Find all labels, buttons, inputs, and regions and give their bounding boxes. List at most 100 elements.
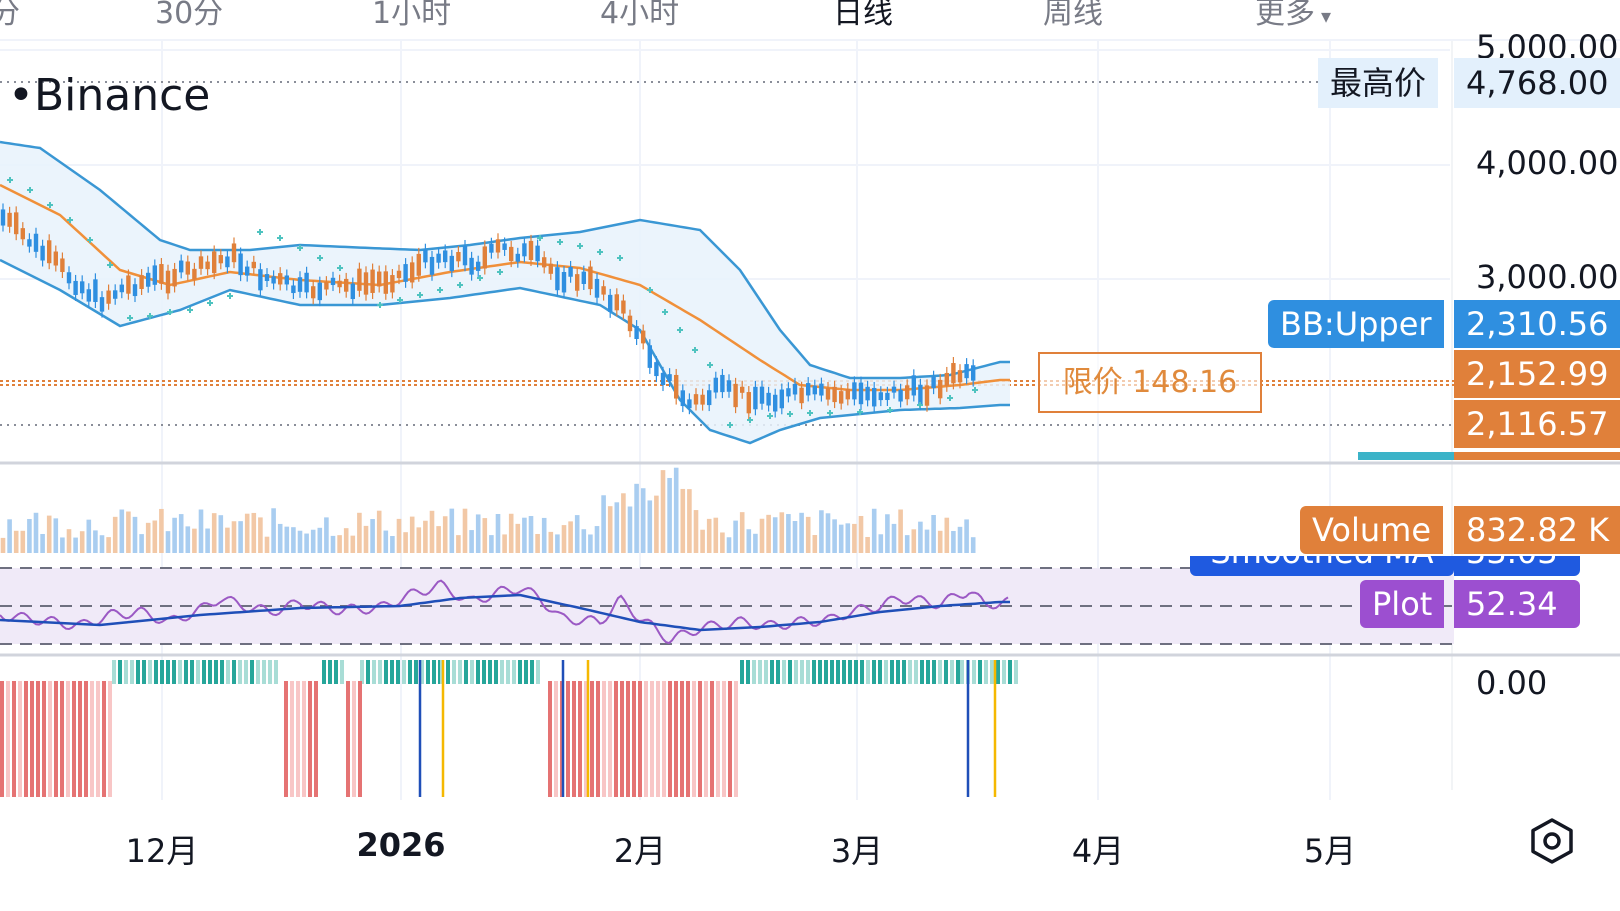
histogram-green-bar <box>334 660 338 684</box>
volume-bar <box>244 513 250 553</box>
price-tick-3000: 3,000.00 <box>1476 258 1619 296</box>
volume-bar <box>640 488 646 553</box>
candle-body <box>205 261 210 270</box>
volume-bar <box>931 514 936 553</box>
histogram-red-bar <box>6 681 10 797</box>
candle-body <box>456 252 461 262</box>
histogram-red-bar <box>614 681 618 797</box>
histogram-green-bar <box>512 660 516 684</box>
volume-bar <box>132 516 138 553</box>
histogram-green-bar <box>1002 660 1006 684</box>
candle-body <box>608 294 613 312</box>
candle-body <box>80 281 85 294</box>
candle-body <box>185 261 190 275</box>
volume-bar <box>515 523 521 553</box>
histogram-green-bar <box>408 660 412 684</box>
volume-bar <box>152 520 158 553</box>
candle-body <box>865 386 870 401</box>
histogram-green-bar <box>938 660 942 684</box>
volume-bar <box>885 514 890 553</box>
high-price-label: 最高价 <box>1318 58 1439 108</box>
histogram-red-bar <box>602 681 606 797</box>
volume-bar <box>330 535 336 553</box>
tf-more[interactable]: 更多 ▾ <box>1255 0 1331 32</box>
volume-bar <box>258 517 263 553</box>
volume-bar <box>713 517 719 553</box>
candle-body <box>885 392 890 401</box>
tf-4h[interactable]: 4小时 <box>600 0 680 31</box>
histogram-green-bar <box>812 660 816 684</box>
tf-minute[interactable]: 分 <box>0 0 20 31</box>
candle-body <box>27 239 32 247</box>
histogram-red-bar <box>584 681 588 797</box>
orange-tag-edge <box>1454 452 1620 460</box>
candle-body <box>759 386 765 404</box>
volume-bar <box>350 535 356 553</box>
plot-label: Plot <box>1360 580 1445 628</box>
candle-body <box>951 363 956 384</box>
volume-bar <box>73 537 78 553</box>
candle-body <box>792 383 798 395</box>
histogram-green-bar <box>148 660 152 684</box>
tf-daily[interactable]: 日线 <box>833 0 893 31</box>
volume-bar <box>786 514 791 553</box>
histogram-red-bar <box>54 681 58 797</box>
price-tag-1: 2,152.99 <box>1454 350 1620 398</box>
smoothed-ma-label: Smoothed MA <box>1190 556 1454 576</box>
volume-bar <box>746 529 752 553</box>
candle-body <box>588 266 593 290</box>
histogram-green-bar <box>482 660 486 684</box>
candle-body <box>753 386 758 410</box>
histogram-green-bar <box>458 660 462 684</box>
volume-bar <box>403 532 408 553</box>
volume-bar <box>594 526 600 553</box>
candle-body <box>423 249 428 263</box>
volume-bar <box>700 529 705 553</box>
volume-bar <box>277 523 283 553</box>
candle-body <box>14 212 19 235</box>
histogram-green-bar <box>226 660 230 684</box>
histogram-green-bar <box>800 660 804 684</box>
histogram-green-bar <box>470 660 474 684</box>
histogram-green-bar <box>208 660 212 684</box>
histogram-green-bar <box>488 660 492 684</box>
volume-bar <box>225 527 230 553</box>
candle-body <box>726 380 732 392</box>
candle-body <box>245 266 250 276</box>
histogram-green-bar <box>972 660 976 684</box>
limit-order-box[interactable]: 限价 148.16 <box>1038 352 1262 413</box>
candle-body <box>502 243 507 250</box>
tf-30min[interactable]: 30分 <box>155 0 224 31</box>
volume-bar <box>574 515 580 553</box>
candle-body <box>509 246 514 262</box>
histogram-green-bar <box>824 660 828 684</box>
candle-body <box>66 272 72 284</box>
hexagon-settings-icon[interactable] <box>1528 817 1576 865</box>
candle-body <box>773 394 778 412</box>
volume-bar <box>198 509 204 553</box>
histogram-green-bar <box>530 660 534 684</box>
candle-body <box>179 260 184 273</box>
histogram-green-bar <box>752 660 756 684</box>
tf-weekly[interactable]: 周线 <box>1043 0 1103 31</box>
volume-bar <box>106 537 111 553</box>
histogram-red-bar <box>638 681 642 797</box>
candle-body <box>410 262 415 283</box>
candle-body <box>317 282 322 301</box>
volume-bar <box>898 509 903 553</box>
histogram-green-bar <box>322 660 326 684</box>
candle-body <box>357 268 362 291</box>
tf-1h[interactable]: 1小时 <box>372 0 452 31</box>
candle-body <box>377 271 382 287</box>
candle-body <box>964 364 969 379</box>
histogram-red-bar <box>608 681 612 797</box>
histogram-red-bar <box>72 681 76 797</box>
histogram-green-bar <box>776 660 780 684</box>
candle-body <box>601 286 606 295</box>
candle-body <box>53 251 58 266</box>
volume-value: 832.82 K <box>1454 506 1620 554</box>
volume-bar <box>838 524 844 553</box>
volume-bar <box>614 502 620 553</box>
histogram-red-bar <box>596 681 600 797</box>
